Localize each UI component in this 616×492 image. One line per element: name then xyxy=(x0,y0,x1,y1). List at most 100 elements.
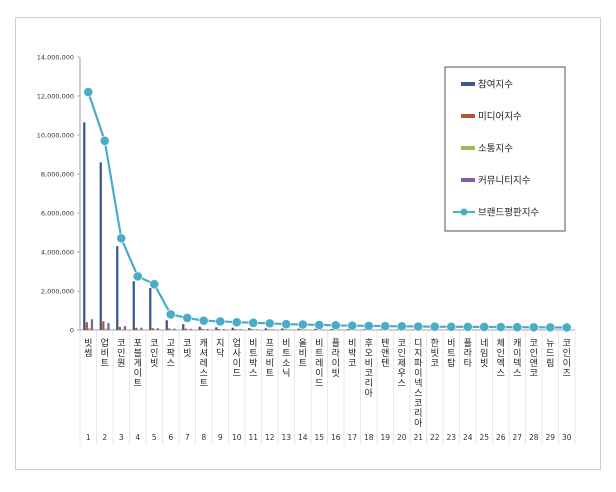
y-tick-label: 12,000,000 xyxy=(37,93,74,101)
bar-미디어지수-비트박스 xyxy=(250,329,253,330)
rank-label: 28 xyxy=(529,433,539,442)
rank-label: 4 xyxy=(135,433,140,442)
bar-참여지수-캐셔레스트 xyxy=(198,326,201,330)
point-브랜드평판지수-코빗 xyxy=(182,313,193,323)
bar-참여지수-후오비코리아 xyxy=(363,329,366,330)
y-tick-label: 8,000,000 xyxy=(41,171,74,179)
rank-label: 15 xyxy=(314,433,324,442)
bar-참여지수-디지파이넥스코리아 xyxy=(413,329,416,330)
point-브랜드평판지수-플라타 xyxy=(462,321,473,332)
bar-참여지수-고팍스 xyxy=(165,320,168,330)
rank-label: 14 xyxy=(298,433,308,442)
bar-참여지수-올비트 xyxy=(297,328,300,330)
point-브랜드평판지수-한빗코 xyxy=(429,321,440,332)
point-브랜드평판지수-코인제우스 xyxy=(396,321,407,332)
bar-미디어지수-업사이드 xyxy=(234,329,237,330)
rank-label: 7 xyxy=(185,433,190,442)
bar-참여지수-코인빗 xyxy=(149,288,152,330)
rank-label: 30 xyxy=(562,433,572,442)
bar-참여지수-업사이드 xyxy=(231,327,234,330)
point-브랜드평판지수-빗썸 xyxy=(83,87,94,97)
bar-소통지수-코인원 xyxy=(121,329,124,330)
y-tick-label: 10,000,000 xyxy=(37,132,74,140)
bar-참여지수-비박코 xyxy=(347,329,350,330)
rank-label: 2 xyxy=(102,433,107,442)
point-브랜드평판지수-뉴드림 xyxy=(545,322,556,333)
point-브랜드평판지수-코인원 xyxy=(116,233,127,244)
rank-label: 29 xyxy=(545,433,555,442)
rank-label: 20 xyxy=(397,433,407,442)
point-브랜드평판지수-코인앤코 xyxy=(528,322,539,333)
rank-label: 22 xyxy=(430,433,440,442)
bar-참여지수-비트박스 xyxy=(248,328,251,330)
rank-label: 10 xyxy=(232,433,242,442)
bar-참여지수-텐앤텐 xyxy=(380,329,383,330)
point-브랜드평판지수-비트박스 xyxy=(248,317,259,328)
bar-참여지수-프로비트 xyxy=(264,328,267,330)
point-브랜드평판지수-프로비트 xyxy=(264,318,275,329)
rank-label: 8 xyxy=(201,433,206,442)
bar-미디어지수-캐셔레스트 xyxy=(201,328,204,330)
bar-미디어지수-코빗 xyxy=(184,328,187,330)
legend-label-커뮤니티지수: 커뮤니티지수 xyxy=(478,176,531,187)
legend-label-미디어지수: 미디어지수 xyxy=(478,112,522,123)
rank-label: 24 xyxy=(463,433,473,442)
bar-참여지수-비트소닉 xyxy=(281,328,284,330)
bar-커뮤니티지수-코인원 xyxy=(123,326,127,330)
point-브랜드평판지수-플라이빗 xyxy=(330,320,341,331)
rank-label: 9 xyxy=(218,433,223,442)
point-브랜드평판지수-비트탑 xyxy=(446,321,457,332)
legend-label-참여지수: 참여지수 xyxy=(478,79,513,91)
point-브랜드평판지수-비트소닉 xyxy=(281,319,292,330)
rank-label: 19 xyxy=(380,433,390,442)
bar-참여지수-플라이빗 xyxy=(330,328,333,330)
rank-label: 21 xyxy=(413,433,423,442)
legend-swatch-커뮤니티지수 xyxy=(461,178,475,182)
bar-미디어지수-비트소닉 xyxy=(283,329,286,330)
point-브랜드평판지수-네임빗 xyxy=(479,322,490,332)
point-브랜드평판지수-후오비코리아 xyxy=(363,321,374,331)
y-tick-label: 14,000,000 xyxy=(37,54,74,62)
bar-커뮤니티지수-빗썸 xyxy=(90,319,94,330)
rank-label: 3 xyxy=(119,433,124,442)
y-tick-label: 0 xyxy=(70,327,74,335)
bar-참여지수-포블게이트 xyxy=(132,281,135,330)
bar-커뮤니티지수-업비트 xyxy=(107,323,110,330)
bar-커뮤니티지수-포블게이트 xyxy=(140,327,143,330)
bar-미디어지수-포블게이트 xyxy=(135,327,138,330)
bar-미디어지수-업비트 xyxy=(102,321,105,330)
rank-label: 16 xyxy=(331,433,341,442)
bar-미디어지수-빗썸 xyxy=(85,322,88,330)
point-브랜드평판지수-업비트 xyxy=(99,135,110,146)
bar-소통지수-빗썸 xyxy=(88,328,91,330)
y-tick-label: 6,000,000 xyxy=(41,210,74,218)
rank-label: 1 xyxy=(86,433,91,442)
point-브랜드평판지수-비트레이드 xyxy=(314,320,325,330)
rank-label: 11 xyxy=(248,433,258,442)
point-브랜드평판지수-업사이드 xyxy=(231,317,242,328)
rank-label: 5 xyxy=(152,433,157,442)
point-브랜드평판지수-비박코 xyxy=(347,320,358,331)
y-tick-label: 4,000,000 xyxy=(41,249,74,257)
point-브랜드평판지수-코인이즈 xyxy=(561,322,572,333)
bar-참여지수-비트레이드 xyxy=(314,328,317,330)
